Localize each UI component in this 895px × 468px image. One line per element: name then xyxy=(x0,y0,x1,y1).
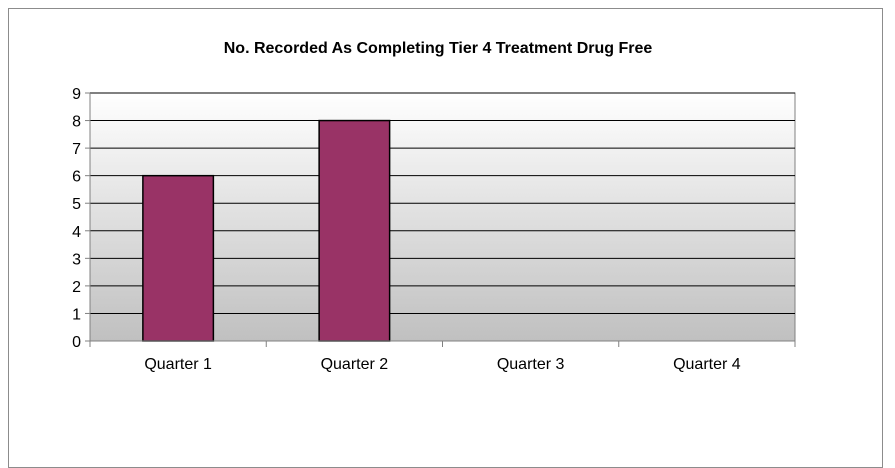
y-tick-label: 7 xyxy=(72,141,81,158)
y-tick-label: 1 xyxy=(72,306,81,323)
bars xyxy=(142,119,391,342)
y-tick-label: 5 xyxy=(72,196,81,213)
y-tick-label: 3 xyxy=(72,251,81,268)
x-axis: Quarter 1 Quarter 2 Quarter 3 Quarter 4 xyxy=(89,340,796,373)
x-tick-label: Quarter 2 xyxy=(321,356,389,373)
y-tick-label: 6 xyxy=(72,169,81,186)
x-tick-label: Quarter 3 xyxy=(497,356,565,373)
x-tick-label: Quarter 4 xyxy=(673,356,741,373)
bar-chart: No. Recorded As Completing Tier 4 Treatm… xyxy=(72,40,796,373)
x-tick-label: Quarter 1 xyxy=(144,356,212,373)
y-tick-label: 0 xyxy=(72,334,81,351)
bar xyxy=(318,119,391,342)
y-tick-label: 9 xyxy=(72,86,81,103)
y-axis: 0 1 2 3 4 5 6 7 8 9 xyxy=(72,86,91,351)
chart-title: No. Recorded As Completing Tier 4 Treatm… xyxy=(224,40,653,57)
y-tick-label: 4 xyxy=(72,224,81,241)
bar xyxy=(142,174,215,342)
y-tick-label: 8 xyxy=(72,114,81,131)
y-tick-label: 2 xyxy=(72,279,81,296)
